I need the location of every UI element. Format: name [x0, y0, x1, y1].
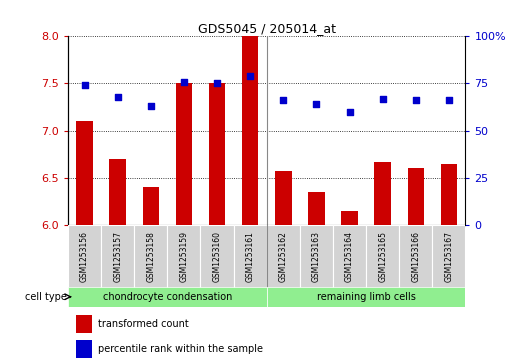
- Text: GSM1253156: GSM1253156: [80, 231, 89, 282]
- Text: cell type: cell type: [26, 292, 67, 302]
- Text: chondrocyte condensation: chondrocyte condensation: [103, 292, 232, 302]
- Text: GSM1253163: GSM1253163: [312, 231, 321, 282]
- Point: [312, 101, 321, 107]
- Bar: [76, 340, 92, 358]
- Point: [345, 109, 354, 115]
- Text: GSM1253165: GSM1253165: [378, 231, 387, 282]
- Point: [379, 96, 387, 102]
- Text: GSM1253157: GSM1253157: [113, 231, 122, 282]
- Text: remaining limb cells: remaining limb cells: [316, 292, 416, 302]
- Bar: [234, 225, 267, 289]
- Point: [180, 79, 188, 85]
- Bar: [76, 315, 92, 333]
- Bar: [209, 83, 225, 225]
- Bar: [134, 225, 167, 289]
- Bar: [267, 287, 465, 307]
- Bar: [176, 83, 192, 225]
- Point: [445, 98, 453, 103]
- Text: GSM1253160: GSM1253160: [212, 231, 222, 282]
- Bar: [142, 187, 159, 225]
- Bar: [300, 225, 333, 289]
- Text: GSM1253159: GSM1253159: [179, 231, 188, 282]
- Text: transformed count: transformed count: [98, 319, 189, 329]
- Bar: [333, 225, 366, 289]
- Title: GDS5045 / 205014_at: GDS5045 / 205014_at: [198, 22, 336, 35]
- Text: GSM1253166: GSM1253166: [411, 231, 420, 282]
- Bar: [440, 164, 457, 225]
- Bar: [341, 211, 358, 225]
- Point: [412, 98, 420, 103]
- Text: GSM1253161: GSM1253161: [246, 231, 255, 282]
- Bar: [374, 162, 391, 225]
- Bar: [101, 225, 134, 289]
- Bar: [308, 192, 325, 225]
- Point: [213, 81, 221, 86]
- Bar: [68, 287, 267, 307]
- Text: GSM1253162: GSM1253162: [279, 231, 288, 282]
- Bar: [433, 225, 465, 289]
- Point: [246, 73, 254, 79]
- Bar: [109, 159, 126, 225]
- Text: percentile rank within the sample: percentile rank within the sample: [98, 344, 263, 354]
- Bar: [407, 168, 424, 225]
- Point: [81, 82, 89, 88]
- Bar: [76, 121, 93, 225]
- Text: GSM1253164: GSM1253164: [345, 231, 354, 282]
- Point: [279, 98, 288, 103]
- Point: [146, 103, 155, 109]
- Point: [113, 94, 122, 99]
- Text: GSM1253158: GSM1253158: [146, 231, 155, 282]
- Bar: [267, 225, 300, 289]
- Bar: [366, 225, 399, 289]
- Bar: [399, 225, 433, 289]
- Bar: [242, 36, 258, 225]
- Bar: [275, 171, 292, 225]
- Bar: [200, 225, 234, 289]
- Bar: [167, 225, 200, 289]
- Bar: [68, 225, 101, 289]
- Text: GSM1253167: GSM1253167: [445, 231, 453, 282]
